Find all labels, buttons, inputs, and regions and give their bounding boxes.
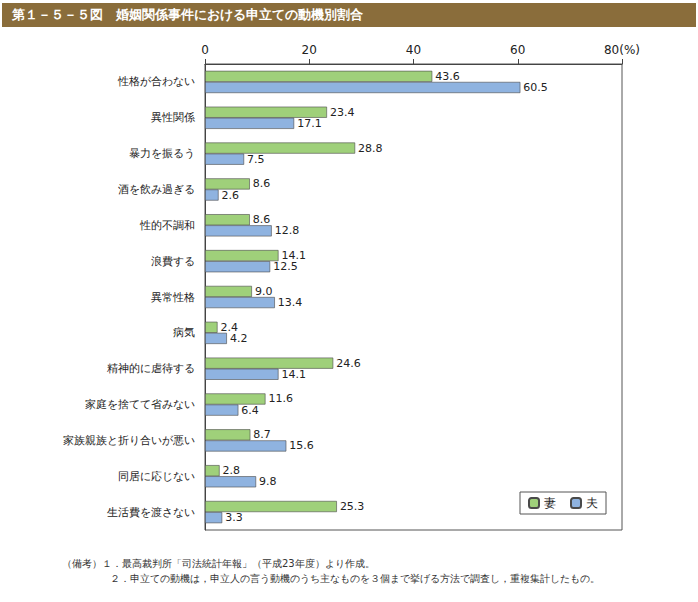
svg-text:12.5: 12.5 [273,260,298,273]
svg-text:第１－５－５図 婚姻関係事件における申立ての動機別割合: 第１－５－５図 婚姻関係事件における申立ての動機別割合 [11,7,363,22]
svg-text:14.1: 14.1 [281,368,306,381]
svg-text:同居に応じない: 同居に応じない [118,470,195,483]
svg-text:11.6: 11.6 [268,392,293,405]
svg-text:病気: 病気 [173,326,195,339]
svg-text:80(%): 80(%) [604,43,640,57]
svg-text:14.1: 14.1 [281,249,306,263]
svg-text:２．申立ての動機は，申立人の言う動機のうち主なものを３個まで: ２．申立ての動機は，申立人の言う動機のうち主なものを３個まで挙げる方法で調査し，… [110,573,600,584]
svg-text:暴力を振るう: 暴力を振るう [129,147,195,160]
svg-text:浪費する: 浪費する [151,255,195,268]
svg-text:9.8: 9.8 [259,475,277,488]
svg-text:（備考）１．最高裁判所「司法統計年報」（平成23年度）より作: （備考）１．最高裁判所「司法統計年報」（平成23年度）より作成。 [62,558,375,569]
svg-text:60.5: 60.5 [523,81,548,94]
svg-text:2.8: 2.8 [223,464,241,477]
svg-text:12.8: 12.8 [275,224,300,237]
svg-text:0: 0 [201,43,209,57]
svg-text:9.0: 9.0 [255,285,273,298]
svg-text:3.3: 3.3 [225,511,243,524]
svg-text:15.6: 15.6 [289,439,314,452]
svg-text:2.6: 2.6 [222,189,240,202]
svg-text:異常性格: 異常性格 [151,291,195,304]
svg-text:6.4: 6.4 [241,404,258,417]
svg-text:25.3: 25.3 [340,500,365,513]
svg-text:23.4: 23.4 [330,106,355,119]
svg-text:8.7: 8.7 [253,428,271,441]
svg-text:8.6: 8.6 [253,213,271,226]
svg-text:24.6: 24.6 [336,357,361,370]
svg-text:家族親族と折り合いが悪い: 家族親族と折り合いが悪い [63,434,195,447]
svg-text:家庭を捨てて省みない: 家庭を捨てて省みない [85,398,195,411]
svg-text:生活費を渡さない: 生活費を渡さない [107,506,195,519]
svg-text:13.4: 13.4 [278,296,303,309]
svg-text:精神的に虐待する: 精神的に虐待する [107,362,195,375]
svg-text:異性関係: 異性関係 [151,111,195,124]
svg-text:酒を飲み過ぎる: 酒を飲み過ぎる [118,183,195,196]
svg-text:60: 60 [510,43,525,57]
svg-text:性格が合わない: 性格が合わない [117,75,195,88]
svg-text:28.8: 28.8 [358,142,383,155]
svg-text:夫: 夫 [586,496,598,510]
svg-text:8.6: 8.6 [253,177,271,190]
svg-text:43.6: 43.6 [435,70,460,83]
svg-text:17.1: 17.1 [297,117,322,130]
svg-text:性的不調和: 性的不調和 [139,219,195,232]
svg-text:7.5: 7.5 [247,153,265,166]
svg-text:妻: 妻 [544,496,556,510]
svg-text:20: 20 [302,43,317,57]
svg-text:4.2: 4.2 [230,332,248,345]
svg-text:2.4: 2.4 [220,320,238,334]
svg-text:40: 40 [406,43,421,57]
